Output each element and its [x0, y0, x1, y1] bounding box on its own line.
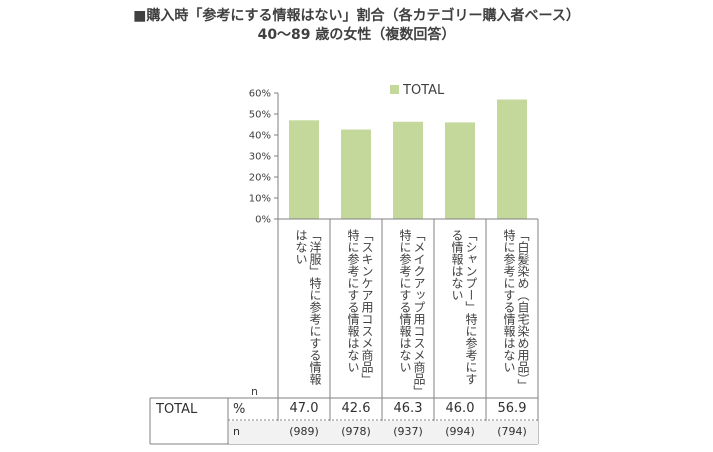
category-label: 「シャンプー」特に参考にする情報はない: [450, 229, 478, 385]
category-label: 「洋服」特に参考にする情報はない: [294, 229, 322, 385]
y-tick-label: 30%: [249, 152, 271, 163]
y-tick-label: 20%: [249, 173, 271, 184]
bar: [497, 99, 527, 219]
row-label-total: TOTAL: [156, 402, 198, 417]
n-value: (794): [497, 425, 527, 438]
n-header: n: [251, 385, 258, 398]
y-tick-label: 0%: [255, 215, 271, 226]
pct-label: %: [233, 402, 246, 417]
category-label: 「メイクアップ用コスメ商品」特に参考にする情報はない: [398, 229, 426, 391]
n-value: (937): [393, 425, 423, 438]
bar: [341, 129, 371, 219]
bar: [393, 121, 423, 219]
n-value: (994): [445, 425, 475, 438]
bar: [289, 120, 319, 219]
legend-label: TOTAL: [402, 83, 445, 98]
n-value: (989): [289, 425, 319, 438]
y-tick-label: 10%: [249, 194, 271, 205]
legend-swatch: [390, 85, 399, 94]
pct-value: 46.3: [393, 401, 423, 416]
n-label: n: [233, 425, 240, 438]
pct-value: 47.0: [289, 401, 319, 416]
n-value: (978): [341, 425, 371, 438]
category-label: 「スキンケア用コスメ商品」特に参考にする情報はない: [346, 229, 374, 385]
chart-subtitle: 40〜89 歳の女性（複数回答）: [257, 27, 456, 43]
y-tick-label: 40%: [249, 131, 271, 142]
pct-value: 46.0: [445, 401, 475, 416]
bar: [445, 122, 475, 219]
n-row-shade: [229, 421, 538, 444]
chart-title: ■購入時「参考にする情報はない」割合（各カテゴリー購入者ベース）: [133, 8, 580, 24]
category-label: 「白髪染め（自宅染め用品）」特に参考にする情報はない: [502, 229, 530, 391]
y-tick-label: 50%: [249, 110, 271, 121]
pct-value: 42.6: [341, 401, 371, 416]
pct-value: 56.9: [497, 401, 527, 416]
y-tick-label: 60%: [249, 89, 271, 100]
